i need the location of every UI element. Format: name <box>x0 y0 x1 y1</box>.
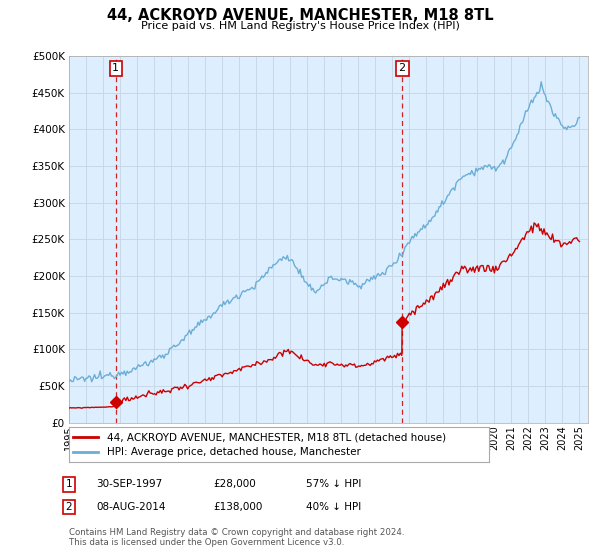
Text: 44, ACKROYD AVENUE, MANCHESTER, M18 8TL: 44, ACKROYD AVENUE, MANCHESTER, M18 8TL <box>107 8 493 24</box>
Text: 40% ↓ HPI: 40% ↓ HPI <box>306 502 361 512</box>
Text: 57% ↓ HPI: 57% ↓ HPI <box>306 479 361 489</box>
Text: 30-SEP-1997: 30-SEP-1997 <box>96 479 162 489</box>
Text: 08-AUG-2014: 08-AUG-2014 <box>96 502 166 512</box>
Text: Contains HM Land Registry data © Crown copyright and database right 2024.
This d: Contains HM Land Registry data © Crown c… <box>69 528 404 547</box>
Text: 1: 1 <box>112 63 119 73</box>
Text: Price paid vs. HM Land Registry's House Price Index (HPI): Price paid vs. HM Land Registry's House … <box>140 21 460 31</box>
Text: 44, ACKROYD AVENUE, MANCHESTER, M18 8TL (detached house): 44, ACKROYD AVENUE, MANCHESTER, M18 8TL … <box>107 432 446 442</box>
Text: £138,000: £138,000 <box>213 502 262 512</box>
Text: 1: 1 <box>65 479 73 489</box>
Text: 2: 2 <box>65 502 73 512</box>
Text: 2: 2 <box>398 63 406 73</box>
Text: HPI: Average price, detached house, Manchester: HPI: Average price, detached house, Manc… <box>107 447 361 458</box>
Text: £28,000: £28,000 <box>213 479 256 489</box>
